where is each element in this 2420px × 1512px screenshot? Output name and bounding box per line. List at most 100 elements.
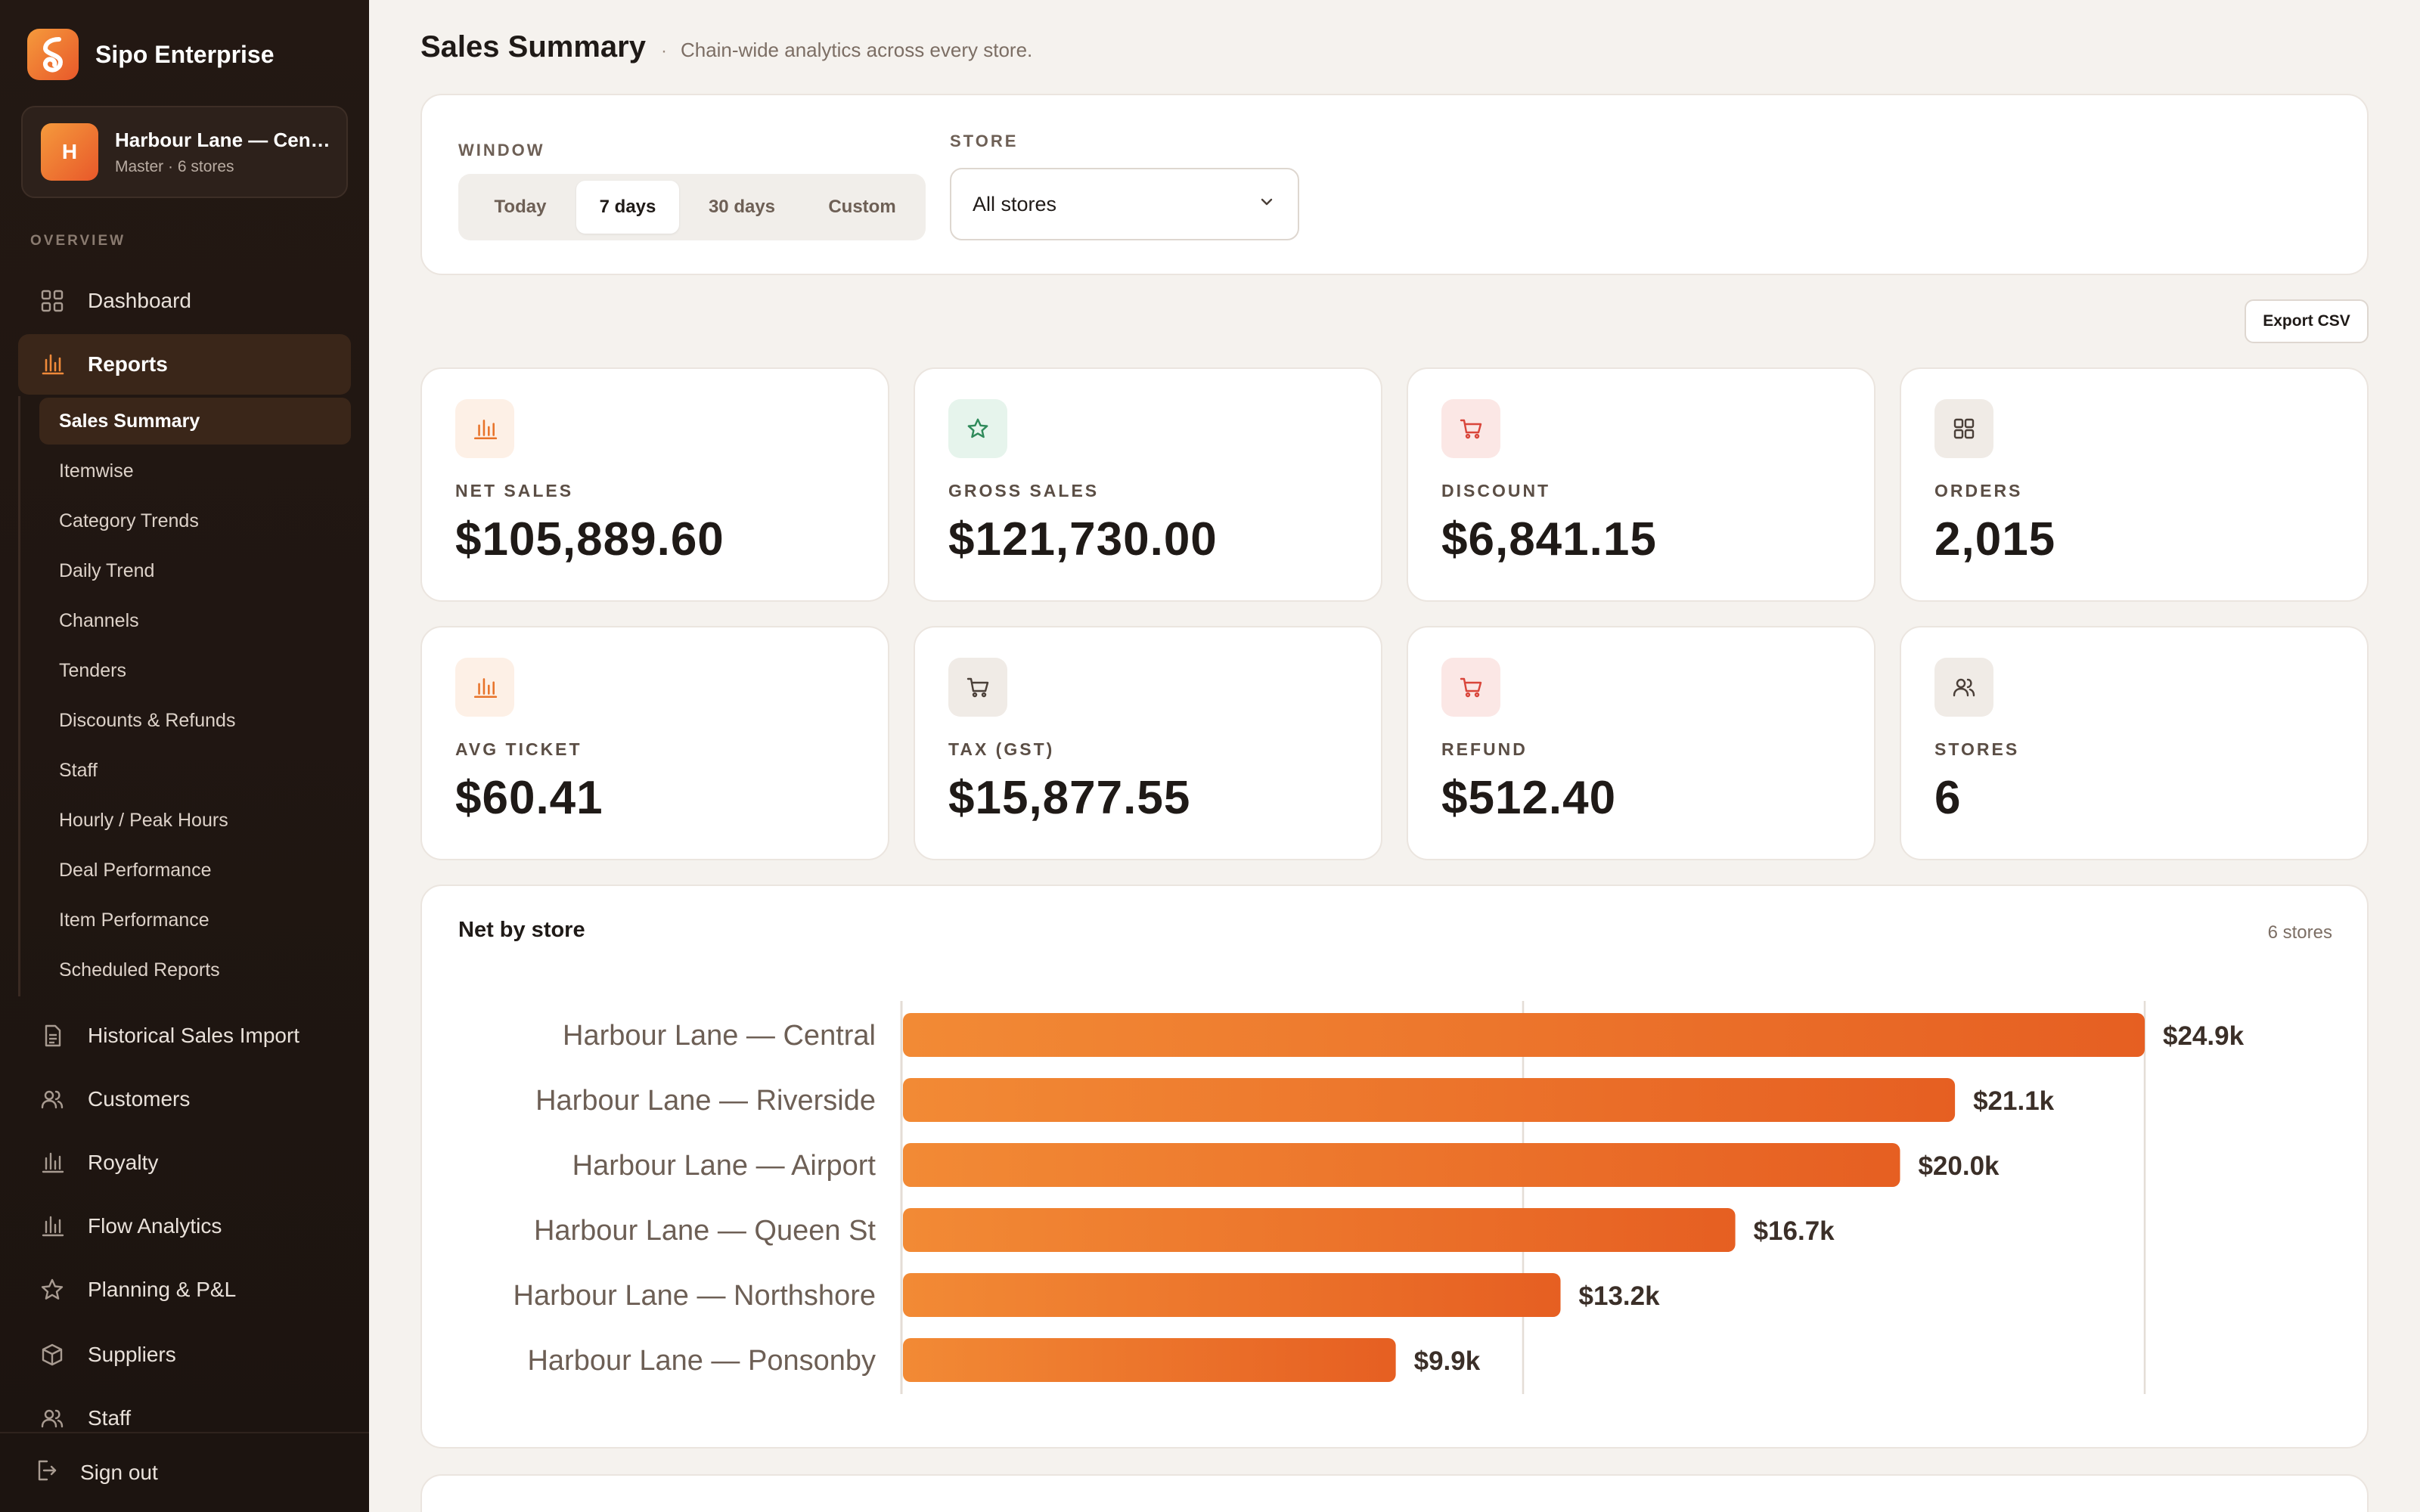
export-csv-button[interactable]: Export CSV	[2245, 299, 2369, 343]
store-label: STORE	[950, 132, 1019, 150]
store-avatar: H	[41, 123, 98, 181]
subnav-item-channels[interactable]: Channels	[59, 609, 139, 631]
filter-card: WINDOW Today 7 days 30 days Custom STORE…	[420, 94, 2369, 275]
stat-label: DISCOUNT	[1441, 481, 1551, 500]
sidebar-section-label: OVERVIEW	[30, 233, 126, 249]
subnav-item-sales-summary[interactable]: Sales Summary	[39, 398, 351, 445]
page-subtitle: Chain-wide analytics across every store.	[680, 39, 1033, 61]
chart-bar[interactable]	[903, 1338, 1396, 1382]
sidebar-item-label: Suppliers	[88, 1343, 176, 1366]
users-icon	[39, 1086, 65, 1112]
chart-bar[interactable]	[903, 1208, 1736, 1252]
grid-icon	[1934, 399, 1993, 458]
stat-card-gross-sales: GROSS SALES $121,730.00	[914, 367, 1382, 602]
stat-value: $512.40	[1441, 772, 1617, 824]
stat-value: 6	[1934, 772, 1962, 824]
chart-bar[interactable]	[903, 1143, 1900, 1187]
box-icon	[39, 1342, 65, 1368]
stat-label: AVG TICKET	[455, 739, 582, 759]
chart-title: Net by store	[458, 918, 585, 942]
sidebar-item-dashboard[interactable]: Dashboard	[18, 271, 351, 331]
sidebar-item-label: Customers	[88, 1087, 191, 1111]
stat-card-orders: ORDERS 2,015	[1900, 367, 2369, 602]
sidebar-item-label: Staff	[88, 1406, 132, 1430]
stat-card-discount: DISCOUNT $6,841.15	[1407, 367, 1876, 602]
sidebar-item-suppliers[interactable]: Suppliers	[18, 1325, 351, 1385]
cart-icon	[1441, 658, 1500, 717]
brand[interactable]: Sipo Enterprise	[27, 29, 275, 80]
stat-value: $60.41	[455, 772, 603, 824]
stat-label: ORDERS	[1934, 481, 2023, 500]
document-icon	[39, 1023, 65, 1049]
store-switcher[interactable]: H Harbour Lane — Central Master · 6 stor…	[21, 106, 348, 198]
window-option-7-days[interactable]: 7 days	[576, 181, 679, 234]
subnav-item-discounts-refunds[interactable]: Discounts & Refunds	[59, 709, 236, 731]
cart-icon	[1441, 399, 1500, 458]
stat-label: TAX (GST)	[948, 739, 1055, 759]
stat-value: $15,877.55	[948, 772, 1191, 824]
sidebar-item-historical-sales-import[interactable]: Historical Sales Import	[18, 1005, 351, 1066]
chart-store-count: 6 stores	[2267, 922, 2332, 943]
sidebar-item-royalty[interactable]: Royalty	[18, 1132, 351, 1193]
sidebar-item-label: Historical Sales Import	[88, 1024, 300, 1047]
sidebar-item-label: Flow Analytics	[88, 1214, 222, 1238]
sidebar-item-reports[interactable]: Reports	[18, 334, 351, 395]
page-title: Sales Summary	[420, 30, 646, 64]
stat-value: $105,889.60	[455, 513, 724, 565]
subnav-item-scheduled-reports[interactable]: Scheduled Reports	[59, 959, 220, 981]
chart-value-label: $13.2k	[1579, 1281, 1661, 1311]
chart-value-label: $20.0k	[1918, 1151, 2000, 1181]
chart-bar[interactable]	[903, 1013, 2145, 1057]
chart-bar[interactable]	[903, 1273, 1561, 1317]
subnav-item-category-trends[interactable]: Category Trends	[59, 510, 199, 531]
stat-card-net-sales: NET SALES $105,889.60	[420, 367, 889, 602]
window-option-30-days[interactable]: 30 days	[708, 197, 776, 217]
sign-out-label: Sign out	[80, 1461, 158, 1484]
subnav-item-deal-performance[interactable]: Deal Performance	[59, 859, 212, 881]
subnav-item-tenders[interactable]: Tenders	[59, 659, 126, 681]
subnav-item-hourly-peak[interactable]: Hourly / Peak Hours	[59, 809, 228, 831]
sign-out-button[interactable]: Sign out	[0, 1432, 369, 1512]
sidebar-item-label: Dashboard	[88, 289, 191, 312]
chart-bar[interactable]	[903, 1078, 1956, 1122]
star-icon	[948, 399, 1007, 458]
sidebar-item-label: Planning & P&L	[88, 1278, 237, 1301]
grid-icon	[39, 288, 65, 314]
bar-chart-icon	[39, 1213, 65, 1239]
sidebar-item-customers[interactable]: Customers	[18, 1069, 351, 1129]
brand-name: Sipo Enterprise	[95, 40, 275, 68]
sidebar-item-planning-pl[interactable]: Planning & P&L	[18, 1259, 351, 1320]
star-icon	[39, 1277, 65, 1303]
stat-label: STORES	[1934, 739, 2020, 759]
subnav-item-itemwise[interactable]: Itemwise	[59, 460, 134, 482]
stat-value: $6,841.15	[1441, 513, 1657, 565]
chart-value-label: $24.9k	[2163, 1021, 2245, 1051]
net-by-store-chart-card: Net by store 6 stores Harbour Lane — Cen…	[420, 885, 2369, 1448]
chart-category-label: Harbour Lane — Airport	[572, 1150, 876, 1182]
subnav-item-daily-trend[interactable]: Daily Trend	[59, 559, 155, 581]
stat-label: REFUND	[1441, 739, 1528, 759]
cart-icon	[948, 658, 1007, 717]
users-icon	[1934, 658, 1993, 717]
sipo-logo-icon	[42, 37, 64, 73]
store-select[interactable]: All stores	[950, 168, 1299, 240]
sign-out-icon	[33, 1458, 57, 1488]
sidebar: Sipo Enterprise H Harbour Lane — Central…	[0, 0, 369, 1512]
stat-card-stores: STORES 6	[1900, 626, 2369, 860]
subnav-item-staff[interactable]: Staff	[59, 759, 98, 781]
bar-chart-icon	[39, 352, 65, 377]
sidebar-item-staff[interactable]: Staff	[18, 1388, 351, 1448]
subnav-item-item-performance[interactable]: Item Performance	[59, 909, 209, 931]
title-separator: ·	[660, 41, 667, 61]
chart-category-label: Harbour Lane — Ponsonby	[527, 1345, 876, 1377]
chevron-down-icon	[1257, 192, 1277, 217]
stat-card-avg-ticket: AVG TICKET $60.41	[420, 626, 889, 860]
window-option-custom[interactable]: Custom	[828, 197, 896, 217]
stat-card-refund: REFUND $512.40	[1407, 626, 1876, 860]
net-by-store-bar-chart: Harbour Lane — Central $24.9k Harbour Lane…	[513, 1001, 2245, 1394]
brand-logo	[27, 29, 79, 80]
sidebar-item-label: Reports	[88, 352, 168, 376]
sidebar-item-flow-analytics[interactable]: Flow Analytics	[18, 1196, 351, 1256]
window-option-today[interactable]: Today	[494, 197, 547, 217]
chart-value-label: $21.1k	[1973, 1086, 2055, 1116]
